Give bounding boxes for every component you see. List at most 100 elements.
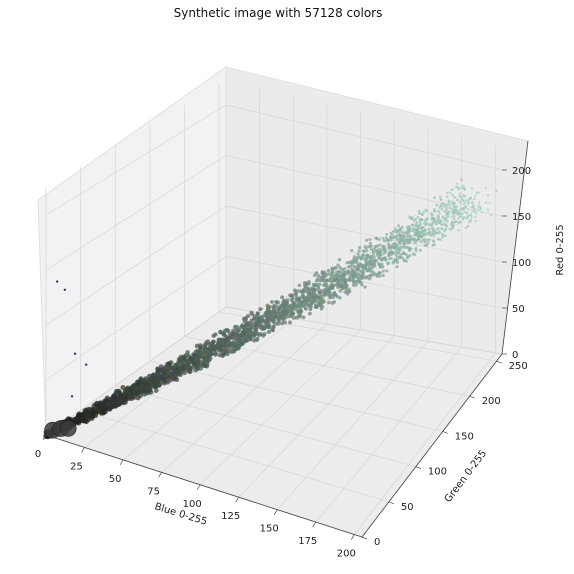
data-point: [394, 235, 398, 239]
data-point: [442, 202, 446, 206]
data-point: [355, 286, 357, 288]
data-point: [286, 296, 288, 298]
data-point: [311, 282, 316, 287]
data-point: [467, 200, 470, 202]
outlier-points: [55, 280, 88, 398]
data-point: [387, 242, 391, 246]
data-point: [144, 382, 150, 388]
data-point: [455, 182, 459, 185]
data-point: [411, 227, 415, 230]
data-point: [359, 280, 363, 285]
data-point: [282, 321, 284, 324]
grid-line: [45, 256, 503, 381]
data-point: [265, 311, 270, 315]
data-point: [424, 236, 426, 238]
y-tick-mark: [469, 395, 475, 399]
data-point: [328, 293, 332, 297]
data-point: [419, 230, 423, 234]
data-point: [389, 231, 393, 235]
data-point: [320, 271, 325, 276]
data-point: [365, 253, 369, 257]
x-tick-label: 50: [109, 474, 122, 485]
data-point: [450, 220, 454, 224]
grid-line: [122, 318, 294, 461]
data-point: [393, 257, 397, 261]
data-point: [352, 255, 357, 259]
grid-line: [115, 385, 416, 467]
data-point: [127, 392, 133, 398]
data-point: [419, 234, 422, 238]
data-point: [302, 304, 307, 309]
x-tick-label: 75: [147, 486, 160, 497]
data-point: [384, 248, 387, 250]
data-point: [265, 303, 270, 308]
data-point: [374, 236, 378, 240]
data-point: [345, 289, 350, 294]
data-point: [208, 341, 213, 347]
data-point: [406, 240, 410, 244]
x-tick-label: 0: [35, 449, 41, 460]
data-point: [449, 191, 452, 194]
data-point: [244, 333, 249, 338]
data-point: [286, 301, 289, 304]
data-point: [417, 209, 421, 213]
data-point: [100, 401, 106, 407]
data-point: [432, 240, 436, 243]
data-point: [451, 210, 454, 213]
data-point: [372, 258, 376, 262]
data-point: [177, 356, 182, 362]
data-point: [470, 210, 474, 214]
data-point: [305, 298, 310, 303]
data-point: [474, 194, 477, 198]
data-point: [432, 234, 436, 238]
data-point: [297, 283, 302, 288]
data-point: [319, 275, 323, 279]
z-axis-ticks: 0 50 100 150 200: [502, 166, 531, 361]
data-point: [441, 235, 445, 239]
data-point: [392, 229, 396, 233]
data-point: [282, 310, 286, 314]
data-point: [338, 289, 342, 293]
data-point: [406, 243, 408, 245]
y-axis-ticks: 0 50 100 150 200 250: [361, 360, 528, 548]
data-point: [495, 189, 498, 192]
data-point: [474, 211, 478, 215]
data-point: [396, 240, 398, 243]
data-point: [262, 325, 267, 331]
data-point: [402, 247, 404, 249]
z-tick-label: 0: [512, 350, 518, 361]
data-point: [435, 222, 438, 226]
data-point: [337, 269, 341, 274]
data-point: [440, 208, 444, 211]
data-point: [420, 227, 424, 231]
data-point: [203, 340, 209, 346]
data-point: [462, 205, 464, 207]
data-point: [398, 245, 402, 249]
data-point: [276, 318, 281, 324]
data-point: [455, 210, 458, 213]
data-point: [429, 212, 433, 215]
data-point: [384, 258, 388, 262]
data-point: [425, 217, 429, 221]
data-point: [245, 337, 250, 343]
z-axis-line: [501, 140, 529, 355]
data-point: [317, 282, 322, 287]
data-point: [253, 320, 259, 325]
data-point: [331, 295, 335, 299]
data-point: [267, 323, 272, 328]
data-point: [167, 361, 172, 366]
data-point: [125, 385, 131, 391]
data-point: [106, 400, 112, 406]
data-point: [369, 266, 373, 271]
data-point: [448, 205, 452, 208]
data-point: [415, 221, 419, 224]
data-point: [414, 223, 418, 227]
data-point: [252, 314, 257, 319]
data-point: [441, 215, 445, 219]
data-point: [271, 305, 276, 310]
data-point: [324, 278, 329, 283]
data-point: [327, 290, 332, 294]
data-point: [412, 229, 415, 233]
data-point: [486, 193, 490, 197]
data-point: [377, 238, 381, 242]
